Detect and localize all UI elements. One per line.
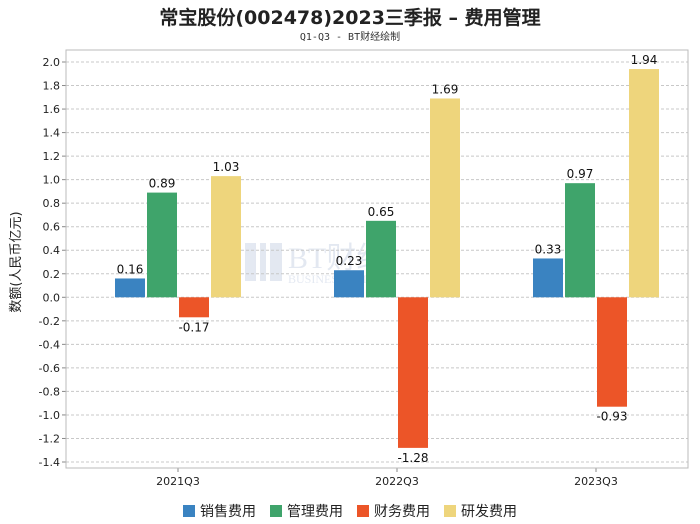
y-tick-label: 0.0 [43,291,61,304]
y-tick-label: -1.2 [39,432,60,445]
legend-label: 研发费用 [461,504,517,520]
y-tick-label: 0.8 [43,197,61,210]
chart-subtitle: Q1-Q3 - BT财经绘制 [299,32,401,43]
y-axis-label: 数额(人民币亿元) [9,211,24,312]
data-label: 0.89 [149,177,176,191]
bar [565,183,595,298]
y-tick-label: 0.4 [43,244,61,257]
bars [115,69,659,448]
bar [533,258,563,298]
bar [115,278,145,298]
bar [179,297,209,318]
y-tick-label: -1.4 [39,456,60,469]
plot-frame [65,49,689,469]
legend-swatch [444,505,456,517]
bar [597,297,627,407]
y-tick-label: 1.0 [43,174,61,187]
y-tick-label: 1.4 [43,127,61,140]
chart-title: 常宝股份(002478)2023三季报 – 费用管理 [159,7,541,29]
y-tick-label: 1.8 [43,80,61,93]
data-label: 0.65 [368,205,395,219]
data-label: -1.28 [397,451,428,465]
bar [430,98,460,298]
data-label: 0.16 [117,262,144,276]
bar [629,69,659,298]
bar [334,270,364,298]
x-tick-label: 2021Q3 [156,475,200,488]
y-axis-ticks: 2.0 1.8 1.6 1.4 1.2 1.0 0.8 0.6 0.4 0.2 0.0 -0.2 -0.… [39,56,66,469]
bar [398,297,428,448]
data-label: 1.03 [213,160,240,174]
legend: 销售费用 管理费用 财务费用 研发费用 [0,501,700,521]
y-tick-label: -0.2 [39,315,60,328]
y-tick-label: -0.8 [39,385,60,398]
x-tick-label: 2022Q3 [375,475,419,488]
data-label: 1.94 [631,53,658,67]
x-tick-label: 2023Q3 [574,475,618,488]
y-tick-label: -0.6 [39,362,60,375]
y-tick-label: 0.6 [43,221,61,234]
legend-label: 销售费用 [200,504,256,520]
bar [211,176,241,298]
legend-swatch [357,505,369,517]
x-axis-ticks: 2021Q3 2022Q3 2023Q3 [156,468,618,488]
y-tick-label: 2.0 [43,56,61,69]
data-label: 1.69 [432,82,459,96]
bar [366,220,396,298]
legend-swatch [270,505,282,517]
y-tick-label: 1.6 [43,103,61,116]
y-tick-label: 0.2 [43,268,61,281]
y-tick-label: -1.0 [39,409,60,422]
data-label: 0.97 [567,167,594,181]
data-label: 0.33 [535,242,562,256]
data-label: -0.93 [596,410,627,424]
y-tick-label: 1.2 [43,150,61,163]
data-label: -0.17 [178,320,209,334]
y-tick-label: -0.4 [39,338,60,351]
legend-item: 研发费用 [444,501,517,521]
legend-label: 管理费用 [287,504,343,520]
data-labels: 0.16 0.89 -0.17 1.03 0.23 0.65 -1.28 1.69 0.33 0.… [117,53,658,465]
legend-item: 财务费用 [357,501,430,521]
legend-swatch [183,505,195,517]
legend-item: 销售费用 [183,501,256,521]
watermark: BT财经 BUSINESSTIMES [245,242,386,286]
legend-item: 管理费用 [270,501,343,521]
data-label: 0.23 [336,254,363,268]
bar [147,192,177,298]
legend-label: 财务费用 [374,504,430,520]
